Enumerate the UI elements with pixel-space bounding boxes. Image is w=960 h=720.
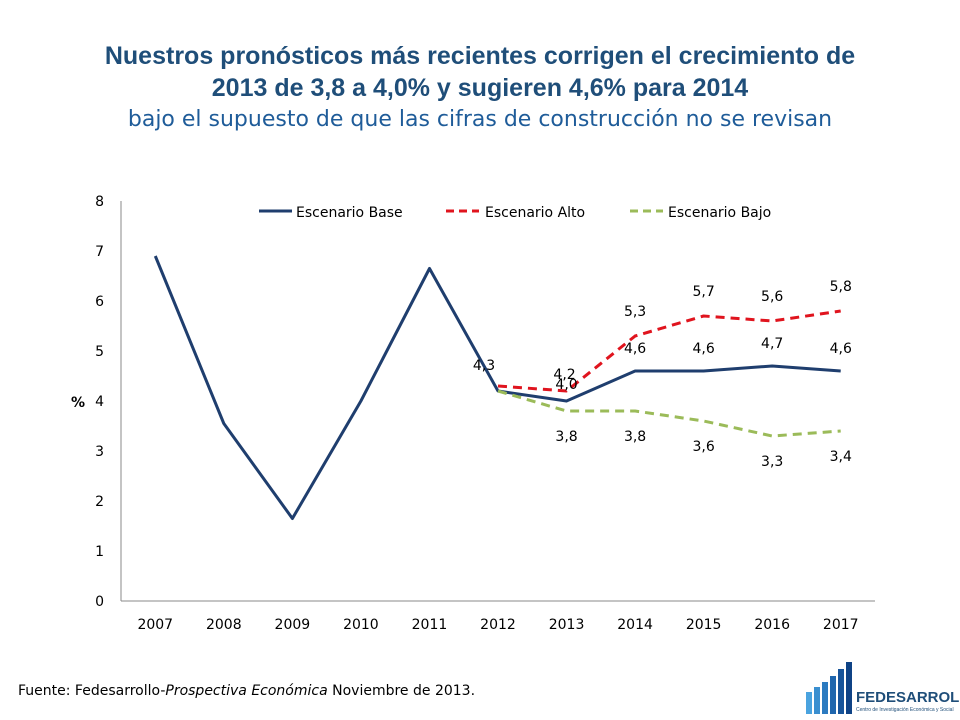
- title-block: Nuestros pronósticos más recientes corri…: [40, 40, 920, 136]
- data-label: 4,6: [693, 341, 715, 357]
- title-line-2: 2013 de 3,8 a 4,0% y sugieren 4,6% para …: [211, 74, 749, 102]
- data-label: 4,6: [830, 341, 852, 357]
- data-label: 3,8: [624, 429, 646, 445]
- y-tick-label: 1: [95, 544, 104, 560]
- data-label: 5,6: [761, 289, 783, 305]
- x-tick-label: 2010: [343, 617, 379, 633]
- x-tick-label: 2013: [549, 617, 585, 633]
- y-tick-label: 4: [95, 394, 104, 410]
- legend-label-0: Escenario Base: [296, 205, 403, 221]
- x-tick-label: 2012: [480, 617, 516, 633]
- x-tick-label: 2011: [412, 617, 448, 633]
- data-label: 3,4: [830, 449, 852, 465]
- y-tick-label: 0: [95, 594, 104, 610]
- logo-bars-icon: [806, 662, 852, 714]
- source-footnote: Fuente: Fedesarrollo-Prospectiva Económi…: [18, 683, 475, 699]
- y-tick-label: 5: [95, 344, 104, 360]
- data-label: 3,8: [555, 429, 577, 445]
- logo-name: FEDESARROLLO: [856, 689, 960, 706]
- footer-prefix: Fuente: Fedesarrollo-: [18, 683, 166, 699]
- data-label: 4,2: [553, 367, 575, 383]
- footer-suffix: Noviembre de 2013.: [327, 683, 476, 699]
- data-label: 5,3: [624, 304, 646, 320]
- x-tick-label: 2014: [617, 617, 653, 633]
- title-line-1: Nuestros pronósticos más recientes corri…: [104, 42, 856, 70]
- x-tick-label: 2016: [754, 617, 790, 633]
- footer-publication: Prospectiva Económica: [165, 683, 328, 699]
- y-tick-label: 3: [95, 444, 104, 460]
- data-label: 5,7: [693, 284, 715, 300]
- x-tick-label: 2015: [686, 617, 722, 633]
- data-label: 4,6: [624, 341, 646, 357]
- x-tick-label: 2007: [137, 617, 173, 633]
- x-tick-label: 2009: [275, 617, 311, 633]
- y-tick-label: 6: [95, 294, 104, 310]
- data-label: 4,3: [473, 358, 495, 374]
- fedesarrollo-logo: FEDESARROLLO Centro de Investigación Eco…: [806, 662, 960, 714]
- x-tick-label: 2008: [206, 617, 242, 633]
- series-line-2: [497, 389, 841, 438]
- logo-tagline: Centro de Investigación Económica y Soci…: [856, 707, 954, 713]
- y-tick-label: 2: [95, 494, 104, 510]
- y-axis-label: %: [71, 395, 85, 411]
- x-tick-label: 2017: [823, 617, 859, 633]
- data-label: 3,6: [693, 439, 715, 455]
- y-tick-label: 8: [95, 194, 104, 210]
- series-line-1: [497, 309, 841, 393]
- data-label: 4,0: [555, 377, 577, 393]
- legend-label-1: Escenario Alto: [485, 205, 585, 221]
- data-label: 3,3: [761, 454, 783, 470]
- subtitle: bajo el supuesto de que las cifras de co…: [127, 107, 833, 132]
- data-label: 5,8: [830, 279, 852, 295]
- legend-label-2: Escenario Bajo: [668, 205, 771, 221]
- y-tick-label: 7: [95, 244, 104, 260]
- data-label: 4,7: [761, 336, 783, 352]
